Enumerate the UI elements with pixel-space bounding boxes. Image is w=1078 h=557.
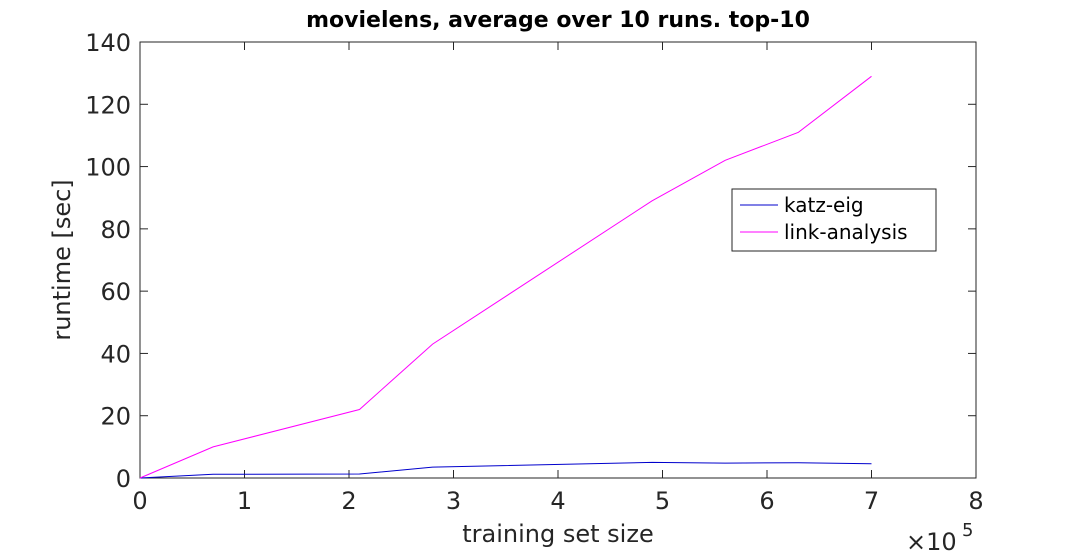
series-lines — [139, 75, 872, 479]
series-line-link-analysis — [139, 75, 872, 479]
y-tick-label: 120 — [85, 91, 131, 119]
legend-label-katz-eig: katz-eig — [784, 193, 864, 217]
legend-label-link-analysis: link-analysis — [784, 220, 908, 244]
series-line-katz-eig — [139, 461, 872, 479]
y-tick-label: 0 — [116, 465, 131, 493]
y-tick-label: 60 — [100, 278, 131, 306]
y-tick-label: 80 — [100, 216, 131, 244]
y-axis-label: runtime [sec] — [48, 179, 76, 340]
x-tick-label: 0 — [132, 487, 147, 515]
x-multiplier-base: ×10 — [906, 528, 957, 556]
x-tick-label: 5 — [655, 487, 670, 515]
y-tick-label: 140 — [85, 29, 131, 57]
y-tick-label: 40 — [100, 340, 131, 368]
x-tick-label: 7 — [864, 487, 879, 515]
x-axis-multiplier: ×10 5 — [906, 520, 973, 556]
x-tick-label: 3 — [446, 487, 461, 515]
plot-frame — [139, 41, 977, 479]
x-tick-label: 4 — [550, 487, 565, 515]
x-tick-label: 2 — [341, 487, 356, 515]
x-tick-label: 8 — [968, 487, 983, 515]
y-tick-label: 100 — [85, 154, 131, 182]
x-tick-label: 6 — [759, 487, 774, 515]
axis-ticks — [139, 41, 977, 479]
x-tick-label: 1 — [237, 487, 252, 515]
x-axis-label: training set size — [462, 520, 653, 548]
legend-box — [731, 188, 937, 252]
y-tick-label: 20 — [100, 403, 131, 431]
legend: katz-eig link-analysis — [731, 188, 937, 252]
x-multiplier-exponent: 5 — [962, 520, 973, 541]
plot-area — [139, 41, 977, 479]
chart-title: movielens, average over 10 runs. top-10 — [306, 8, 810, 33]
